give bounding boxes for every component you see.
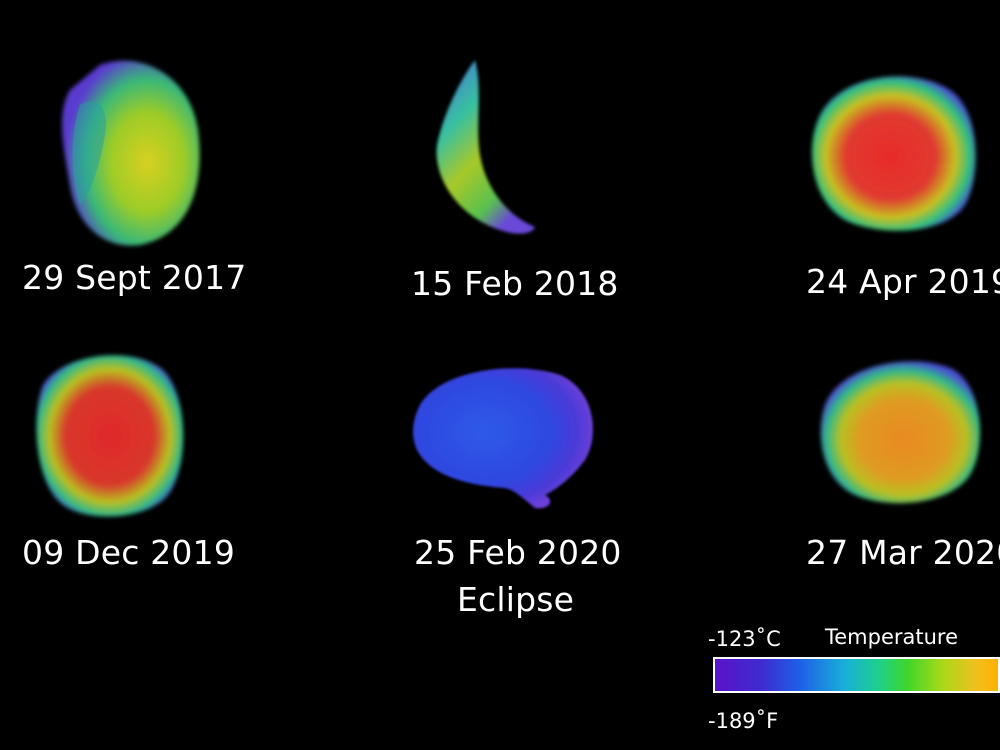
phobos-thermal-image	[36, 355, 184, 517]
legend-title: Temperature	[825, 625, 959, 649]
image-date-caption: 27 Mar 2020	[806, 533, 1000, 572]
phobos-thermal-image	[436, 60, 535, 234]
image-date-caption: 09 Dec 2019	[22, 533, 236, 572]
image-date-caption: 25 Feb 2020	[414, 533, 622, 572]
temperature-color-scale	[713, 657, 1000, 693]
legend-celsius-label: -123˚C	[708, 627, 781, 651]
phobos-thermal-image	[413, 368, 593, 509]
legend-fahrenheit-label: -189˚F	[708, 709, 779, 733]
image-date-caption: 15 Feb 2018	[411, 264, 619, 303]
phobos-thermal-image	[62, 60, 200, 246]
image-date-caption: 24 Apr 2019	[806, 262, 1000, 301]
phobos-thermal-image	[812, 76, 976, 231]
image-date-caption: 29 Sept 2017	[22, 258, 247, 297]
eclipse-label: Eclipse	[457, 580, 575, 619]
temperature-legend: -123˚C Temperature -189˚F	[700, 620, 1000, 750]
phobos-thermal-image	[820, 361, 981, 504]
